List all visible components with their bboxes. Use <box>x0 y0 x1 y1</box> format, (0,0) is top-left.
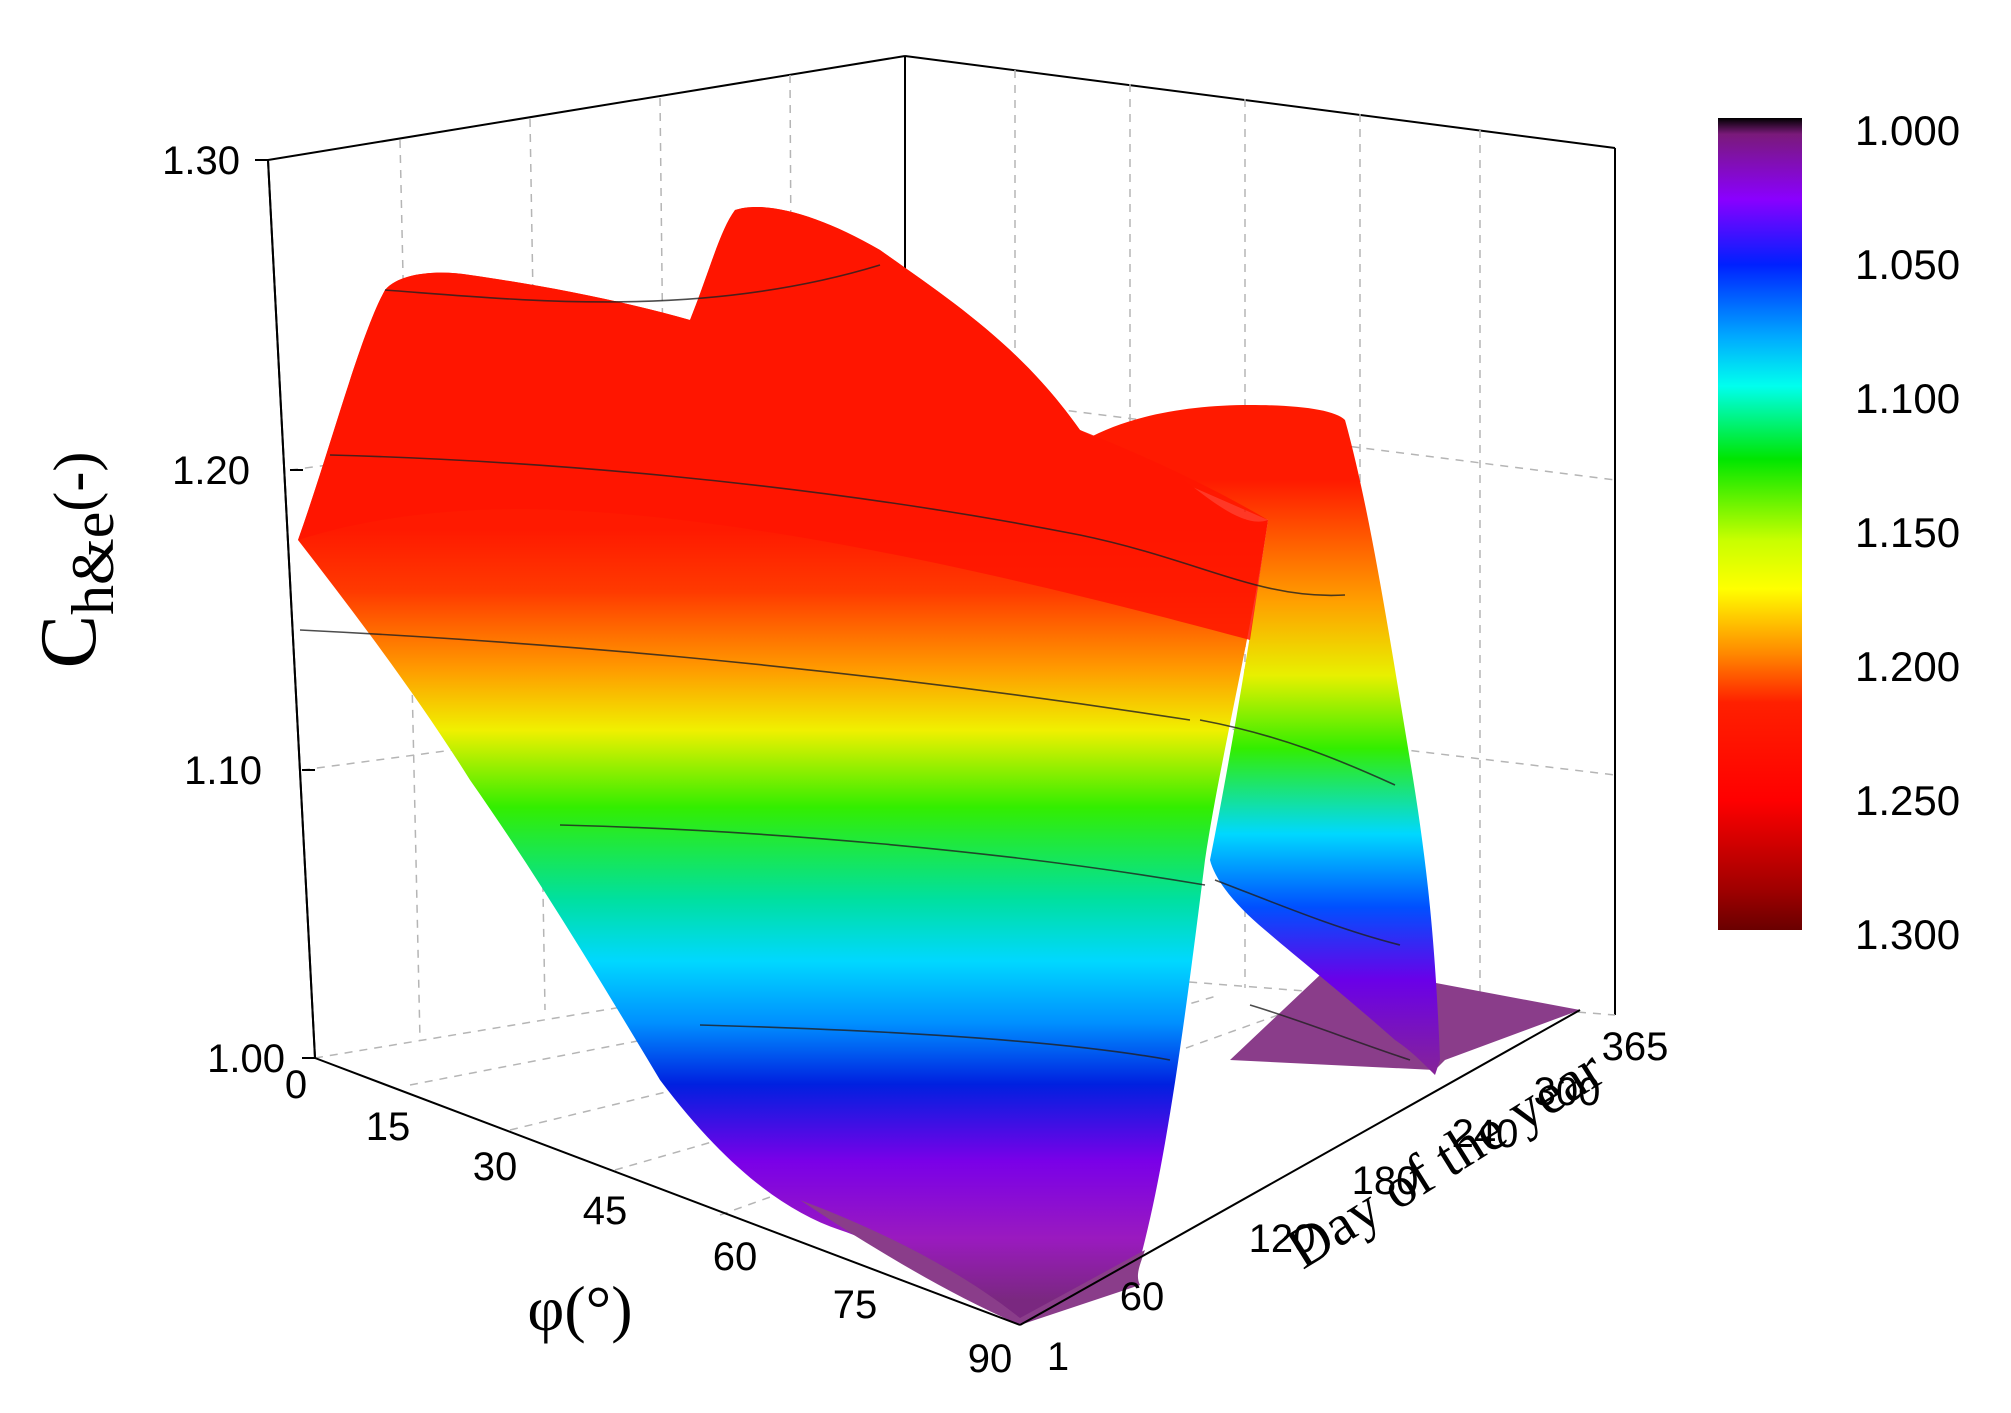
colorbar-tick: 1.150 <box>1855 509 1960 556</box>
z-label-sub: h&e <box>60 512 126 615</box>
y-tick: 60 <box>1120 1275 1165 1319</box>
y-tick: 120 <box>1249 1217 1316 1261</box>
z-axis-label: Ch&e(-) <box>25 452 126 669</box>
x-axis-ticks: 0 15 30 45 60 75 90 <box>285 1063 1012 1381</box>
colorbar-tick: 1.100 <box>1855 375 1960 422</box>
z-axis-ticks: 1.30 1.20 1.10 1.00 <box>162 139 285 1081</box>
x-tick: 45 <box>583 1189 628 1233</box>
colorbar-tick: 1.250 <box>1855 777 1960 824</box>
z-tick: 1.10 <box>184 749 262 793</box>
colorbar-tick: 1.300 <box>1855 911 1960 958</box>
x-tick: 30 <box>473 1145 518 1189</box>
y-axis-ticks: 1 60 120 180 240 300 365 <box>1047 1025 1669 1379</box>
front-axes <box>255 159 1581 1326</box>
y-tick: 240 <box>1452 1112 1519 1156</box>
z-tick: 1.20 <box>172 449 250 493</box>
y-tick: 365 <box>1602 1025 1669 1069</box>
colorbar-tick: 1.000 <box>1855 107 1960 154</box>
colorbar-tick: 1.050 <box>1855 241 1960 288</box>
y-tick: 300 <box>1534 1070 1601 1114</box>
y-axis-label: Day of the year <box>1275 1036 1614 1281</box>
surface <box>298 206 1580 1325</box>
svg-text:Ch&e(-): Ch&e(-) <box>25 452 126 669</box>
z-tick: 1.00 <box>207 1037 285 1081</box>
colorbar <box>1718 118 1802 930</box>
x-tick: 90 <box>968 1337 1013 1381</box>
z-tick: 1.30 <box>162 139 240 183</box>
colorbar-tick: 1.200 <box>1855 643 1960 690</box>
z-label-suffix: (-) <box>42 452 108 512</box>
x-tick: 75 <box>833 1283 878 1327</box>
x-tick: 0 <box>285 1063 307 1107</box>
x-tick: 60 <box>713 1235 758 1279</box>
x-tick: 15 <box>366 1105 411 1149</box>
y-tick: 1 <box>1047 1335 1069 1379</box>
y-tick: 180 <box>1352 1159 1419 1203</box>
colorbar-ticks: 1.000 1.050 1.100 1.150 1.200 1.250 1.30… <box>1855 107 1960 958</box>
z-label-main: C <box>25 615 113 668</box>
x-axis-label: φ(°) <box>527 1273 632 1344</box>
